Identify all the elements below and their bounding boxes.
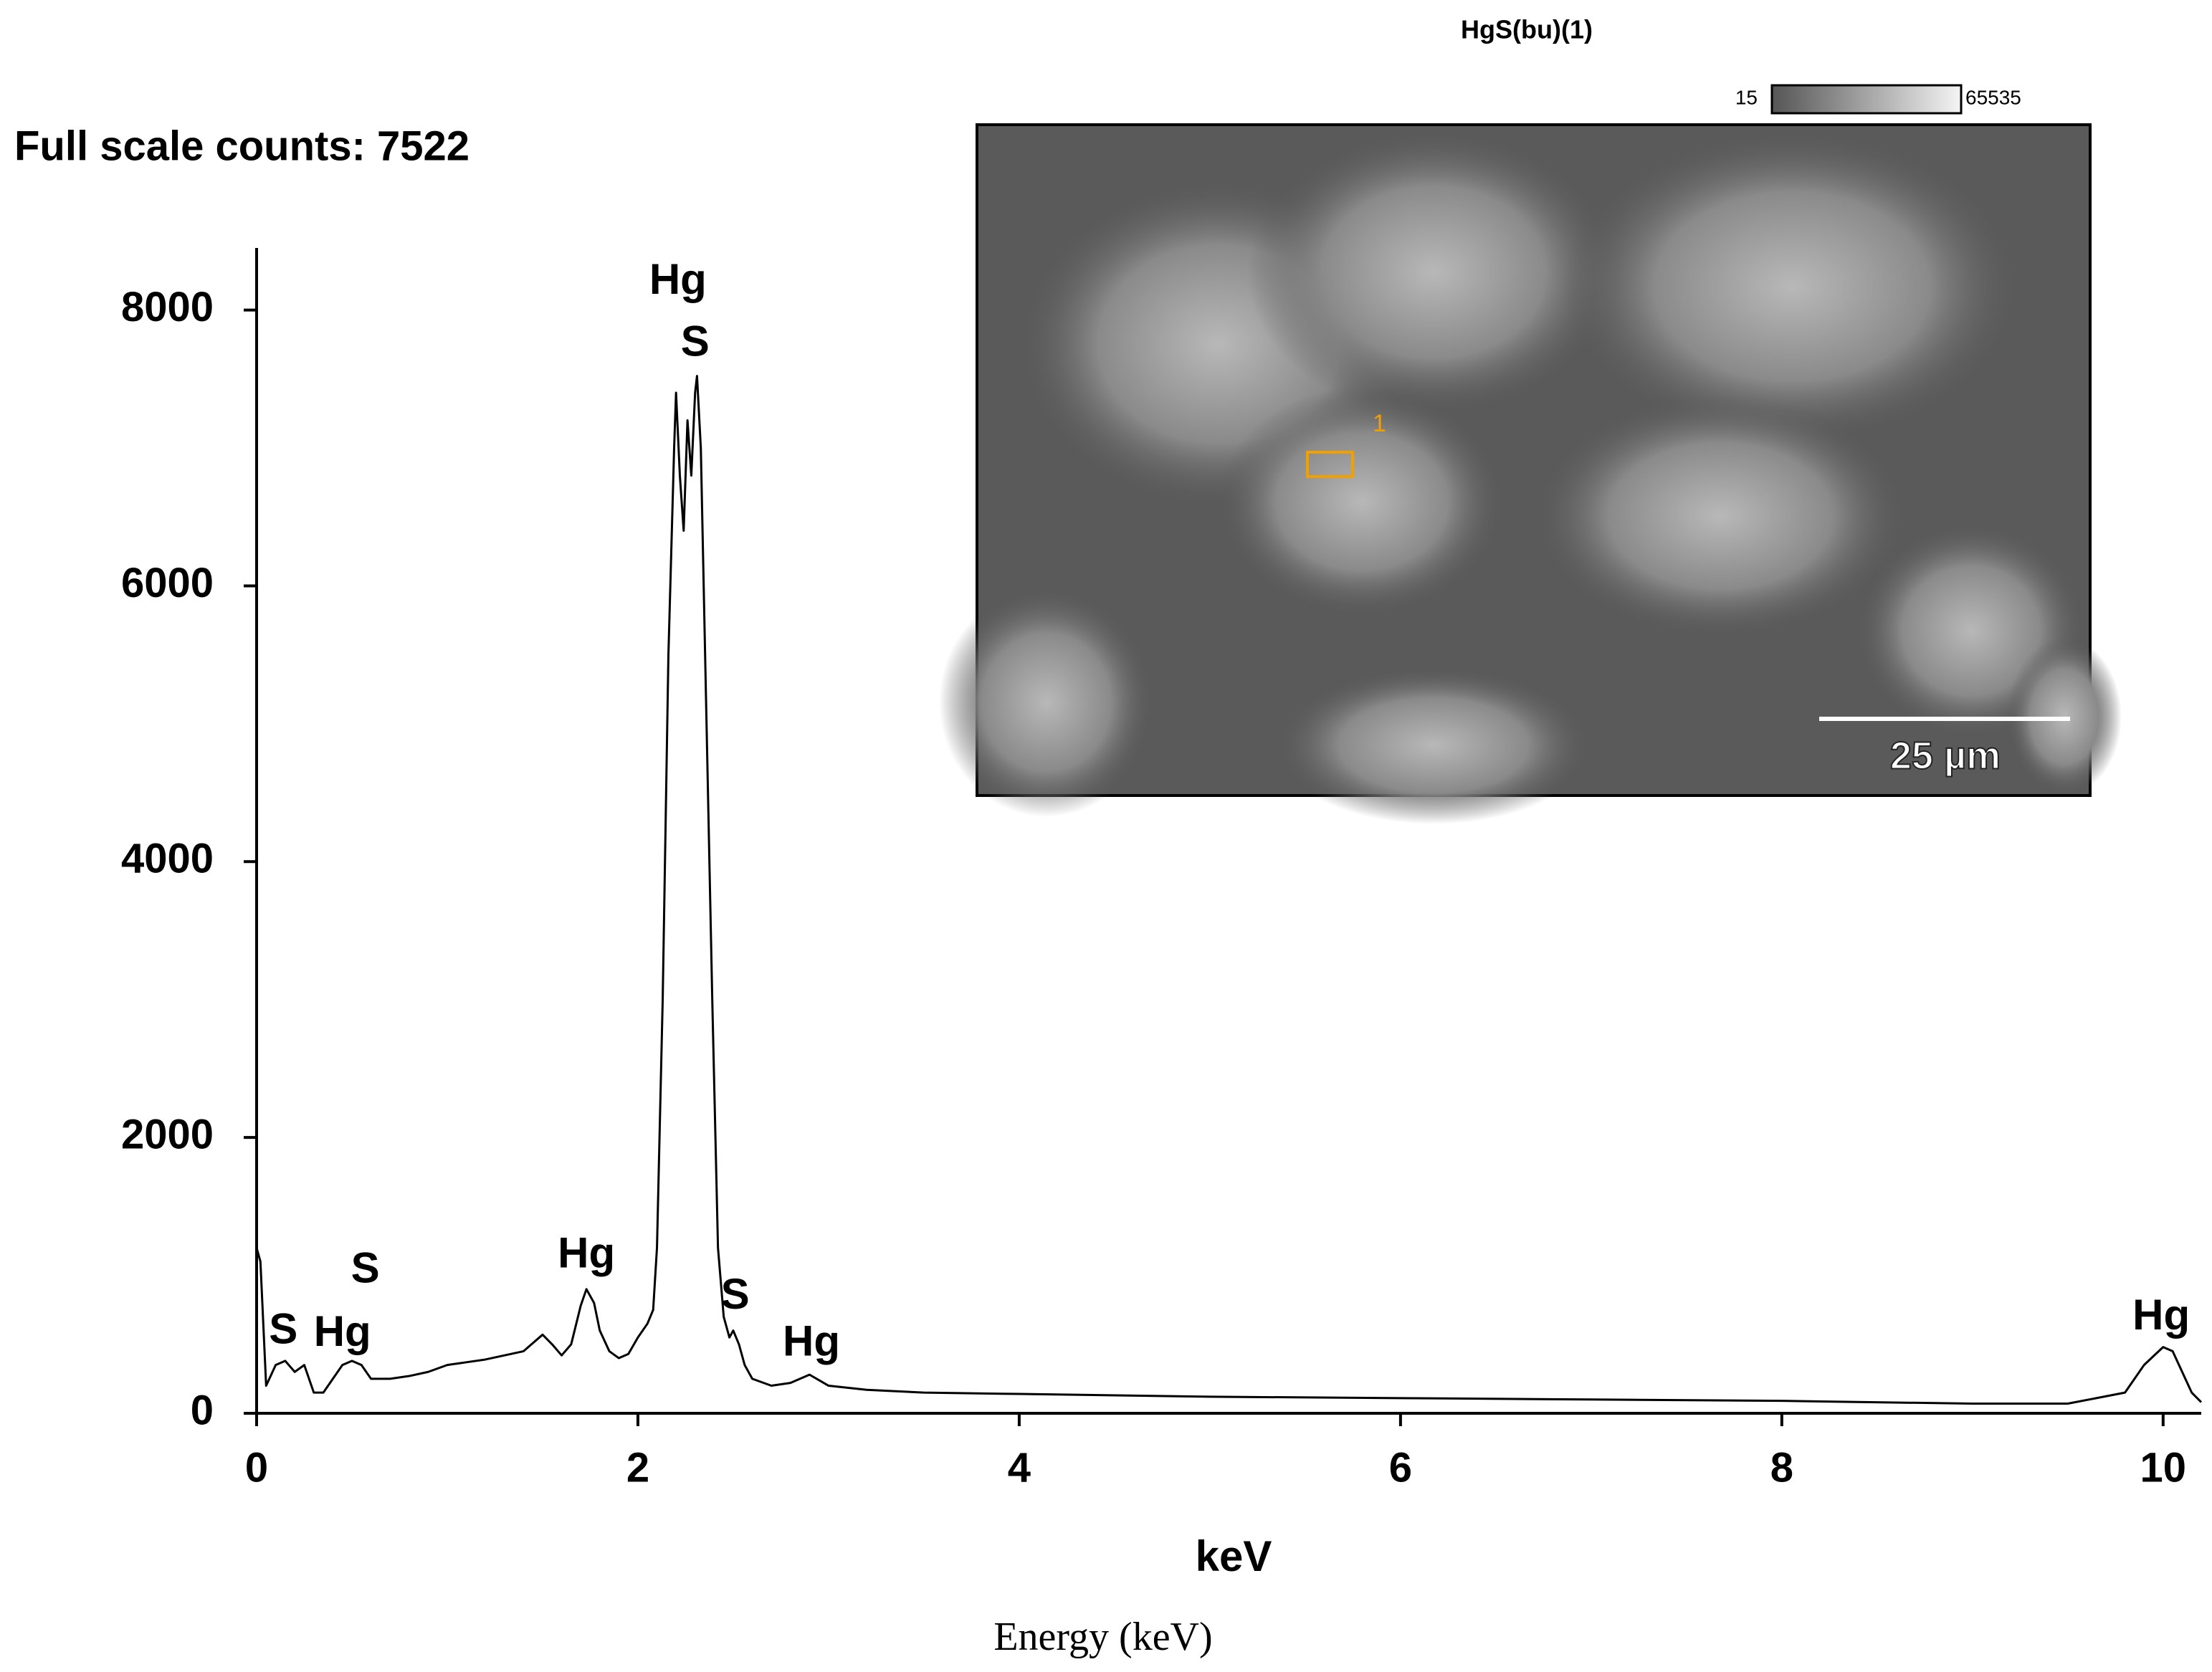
x-tick-label: 10 [2140, 1444, 2187, 1491]
y-tick-label: 8000 [121, 284, 214, 330]
peak-label: Hg [649, 255, 707, 303]
region-label: 1 [1373, 410, 1386, 437]
scale-min: 15 [1735, 86, 1758, 108]
x-tick-label: 8 [1770, 1444, 1793, 1491]
x-axis-label: keV [1196, 1532, 1272, 1580]
spectrum-line [255, 375, 2203, 1405]
chart-title: Full scale counts: 7522 [14, 123, 469, 169]
peak-label: Hg [783, 1317, 840, 1365]
peak-label: Hg [314, 1307, 371, 1355]
peak-label: S [681, 317, 710, 366]
caption: Energy (keV) [993, 1615, 1212, 1659]
peak-label: Hg [2132, 1291, 2190, 1339]
sem-inset: HgS(bu)(1) 15 65535 1 25 µm [939, 15, 2122, 824]
peak-label: S [721, 1270, 750, 1318]
x-tick-label: 6 [1389, 1444, 1412, 1491]
x-tick-label: 4 [1008, 1444, 1031, 1491]
scale-max: 65535 [1965, 86, 2021, 108]
y-tick-label: 2000 [121, 1111, 214, 1157]
inset-title: HgS(bu)(1) [1461, 15, 1593, 44]
y-tick-label: 4000 [121, 836, 214, 882]
peak-label: S [269, 1304, 297, 1352]
x-tick-label: 2 [626, 1444, 649, 1491]
x-tick-label: 0 [245, 1444, 268, 1491]
y-tick-label: 6000 [121, 560, 214, 606]
peak-label: S [351, 1244, 380, 1292]
region-box [1306, 451, 1354, 478]
scale-bar-label: 25 µm [1890, 734, 2001, 777]
particles [939, 129, 2122, 824]
y-tick-label: 0 [191, 1387, 214, 1433]
peak-label: Hg [558, 1228, 615, 1276]
color-scale-bar [1770, 84, 1963, 115]
